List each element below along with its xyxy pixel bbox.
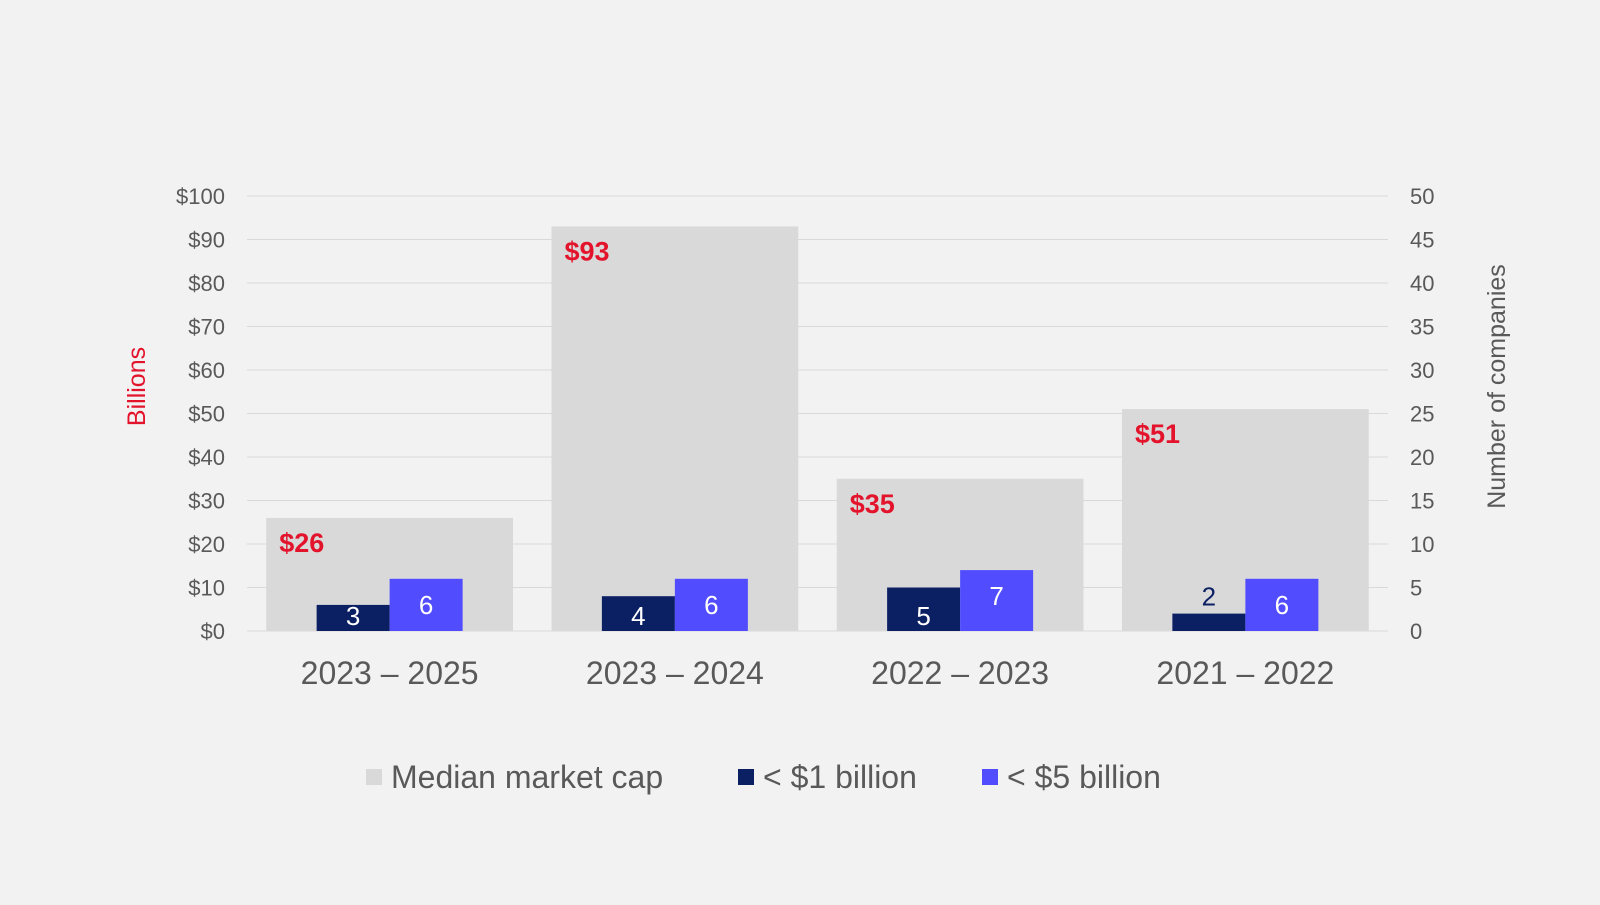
y-right-tick-label: 5 — [1410, 576, 1422, 601]
legend-under-5-billion-swatch — [982, 769, 998, 785]
y-right-tick-label: 40 — [1410, 271, 1434, 296]
y-right-tick-label: 20 — [1410, 445, 1434, 470]
y-right-tick-label: 45 — [1410, 228, 1434, 253]
data-label-under-5-billion: 7 — [989, 581, 1003, 611]
y-left-tick-label: $50 — [188, 402, 225, 427]
legend: Median market cap < $1 billion < $5 billio… — [366, 759, 1161, 795]
bar-under-5-billion — [1245, 578, 1319, 631]
bars — [266, 226, 1369, 631]
y-right-tick-label: 10 — [1410, 532, 1434, 557]
axes: $0 $10 $20 $30 $40 $50 $60 $70 $80 $90 $100 0 5 10 15 2… — [123, 184, 1511, 691]
legend-under-1-billion-label: < $1 billion — [763, 759, 917, 795]
y-right-tick-label: 35 — [1410, 315, 1434, 340]
data-label-under-5-billion: 6 — [419, 590, 433, 620]
legend-under-1-billion-swatch — [738, 769, 754, 785]
y-left-tick-label: $90 — [188, 228, 225, 253]
data-label-under-5-billion: 6 — [1275, 590, 1289, 620]
data-label-under-5-billion: 6 — [704, 590, 718, 620]
y-right-tick-label: 0 — [1410, 619, 1422, 644]
y-left-tick-label: $10 — [188, 576, 225, 601]
bar-under-1-billion — [1172, 613, 1246, 631]
y-left-tick-label: $70 — [188, 315, 225, 340]
bar-median-market-cap — [551, 226, 799, 631]
y-right-axis-title: Number of companies — [1483, 264, 1511, 509]
y-left-tick-label: $40 — [188, 445, 225, 470]
x-category-label: 2021 – 2022 — [1156, 655, 1334, 691]
data-label-median-market-cap: $26 — [279, 528, 324, 558]
y-left-tick-label: $30 — [188, 489, 225, 514]
bar-under-5-billion — [674, 578, 748, 631]
y-right-tick-label: 50 — [1410, 184, 1434, 209]
bar-under-1-billion — [887, 587, 961, 631]
data-label-under-1-billion: 2 — [1202, 582, 1216, 612]
legend-under-5-billion-label: < $5 billion — [1007, 759, 1161, 795]
y-left-tick-label: $60 — [188, 358, 225, 383]
data-label-under-1-billion: 5 — [916, 601, 930, 631]
y-left-tick-label: $0 — [201, 619, 225, 644]
x-category-label: 2023 – 2025 — [301, 655, 479, 691]
x-category-label: 2022 – 2023 — [871, 655, 1049, 691]
y-left-tick-label: $80 — [188, 271, 225, 296]
y-left-tick-label: $20 — [188, 532, 225, 557]
bar-under-1-billion — [601, 596, 675, 631]
bar-under-5-billion — [389, 578, 463, 631]
y-left-tick-label: $100 — [176, 184, 225, 209]
data-labels: $26 3 6 $93 4 6 $35 5 7 $51 2 6 — [279, 236, 1289, 631]
x-category-label: 2023 – 2024 — [586, 655, 764, 691]
legend-median-market-cap-label: Median market cap — [391, 759, 663, 795]
bar-under-5-billion — [960, 570, 1034, 631]
y-right-tick-label: 25 — [1410, 402, 1434, 427]
data-label-under-1-billion: 3 — [346, 601, 360, 631]
legend-median-market-cap-swatch — [366, 769, 382, 785]
data-label-median-market-cap: $35 — [850, 489, 895, 519]
data-label-median-market-cap: $93 — [565, 236, 610, 266]
bar-under-1-billion — [316, 604, 390, 631]
data-label-median-market-cap: $51 — [1135, 419, 1180, 449]
data-label-under-1-billion: 4 — [631, 601, 645, 631]
y-right-tick-label: 15 — [1410, 489, 1434, 514]
y-left-axis-title: Billions — [123, 347, 151, 426]
y-right-tick-label: 30 — [1410, 358, 1434, 383]
